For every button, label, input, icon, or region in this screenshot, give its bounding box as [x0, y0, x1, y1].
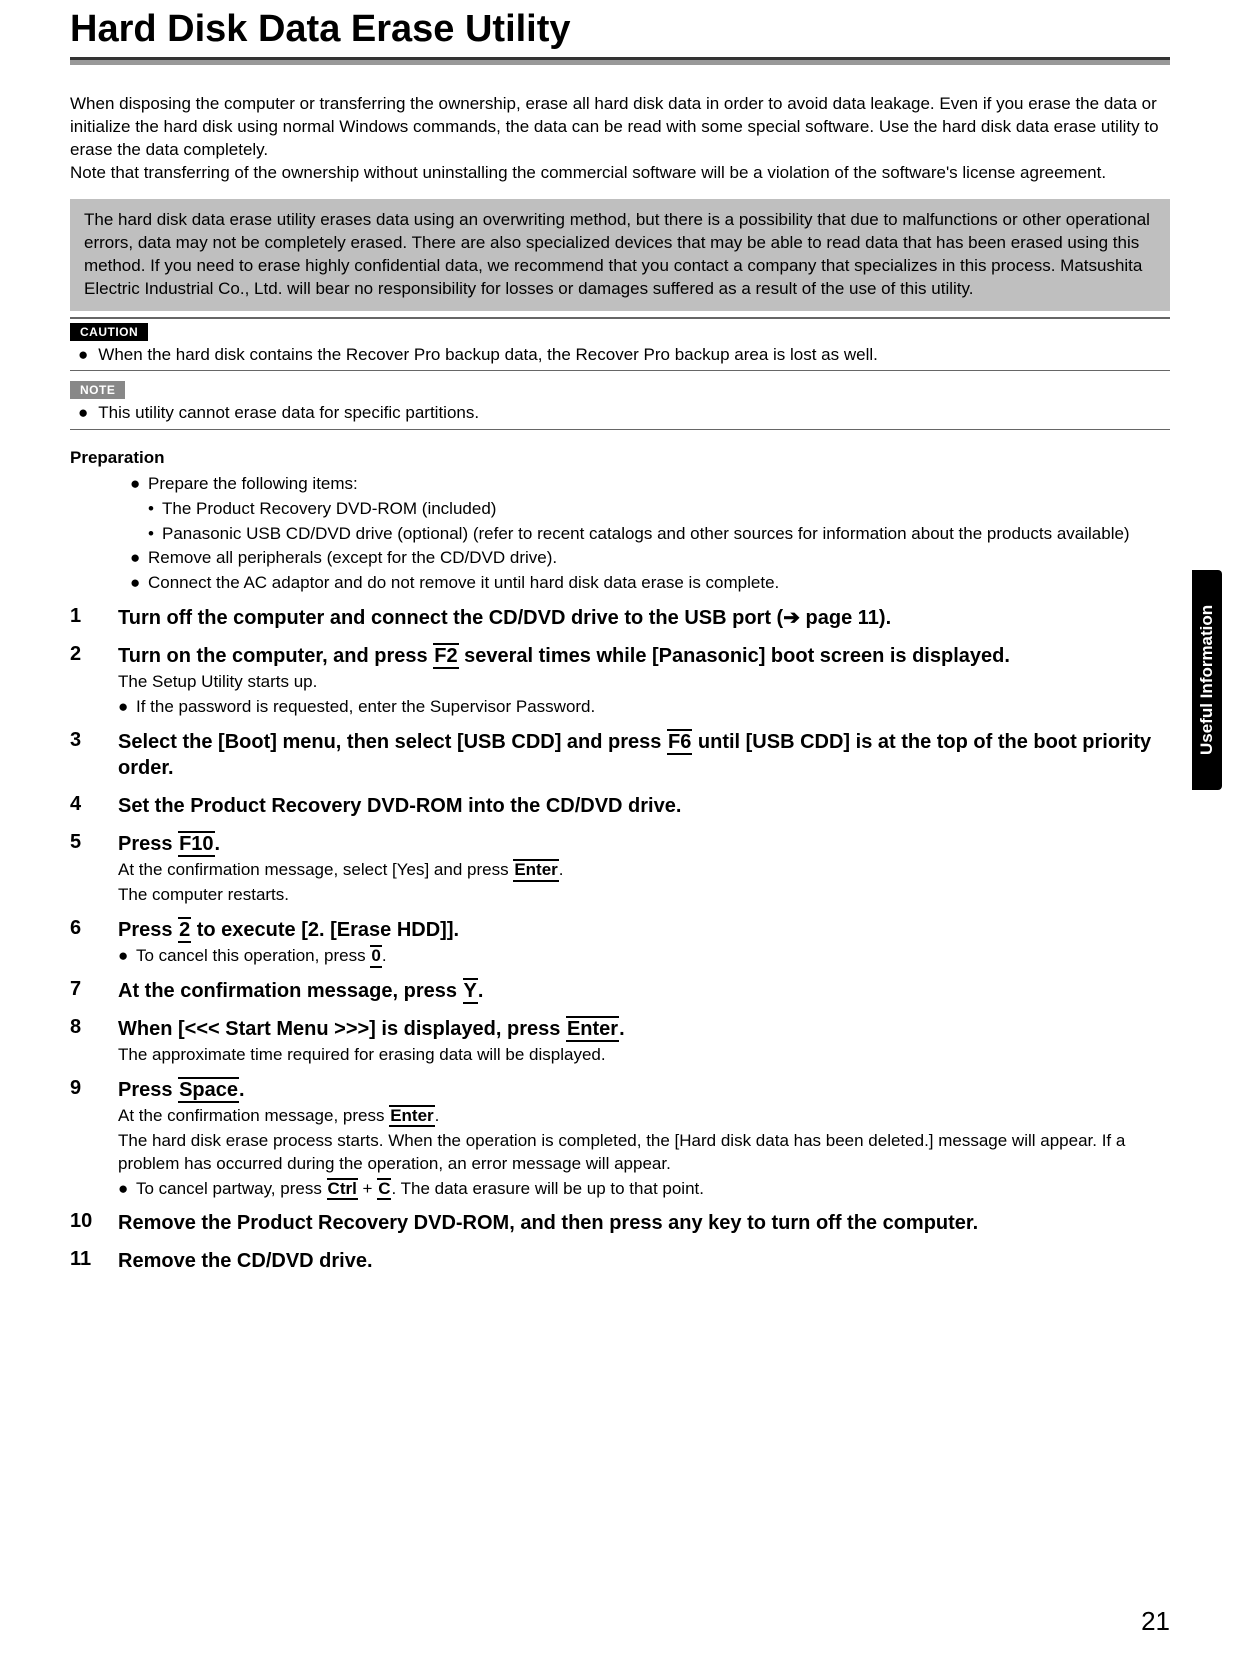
step-number: 7: [70, 978, 118, 1006]
key-y: Y: [463, 978, 478, 1004]
step-subtext: .: [559, 860, 564, 879]
page-number: 21: [1141, 1606, 1170, 1637]
key-f2: F2: [433, 643, 458, 669]
step-text: .: [478, 980, 484, 1002]
step-text: Press: [118, 919, 178, 941]
step-subtext: The hard disk erase process starts. When…: [118, 1130, 1170, 1176]
caution-text: When the hard disk contains the Recover …: [98, 343, 878, 367]
step: 7 At the confirmation message, press Y.: [70, 978, 1170, 1006]
step-subtext: .: [435, 1106, 440, 1125]
step-text: to execute [2. [Erase HDD]].: [191, 919, 459, 941]
step: 11 Remove the CD/DVD drive.: [70, 1248, 1170, 1276]
step-text: Select the [Boot] menu, then select [USB…: [118, 731, 667, 753]
step: 10 Remove the Product Recovery DVD-ROM, …: [70, 1210, 1170, 1238]
step: 4 Set the Product Recovery DVD-ROM into …: [70, 793, 1170, 821]
step-subtext: +: [358, 1179, 377, 1198]
step-text: .: [619, 1018, 625, 1040]
step-text: .: [239, 1079, 245, 1101]
step-number: 9: [70, 1077, 118, 1201]
step-subtext: . The data erasure will be up to that po…: [391, 1179, 704, 1198]
step-text: page 11).: [800, 607, 891, 629]
step: 1 Turn off the computer and connect the …: [70, 605, 1170, 633]
caution-item: ●When the hard disk contains the Recover…: [78, 343, 1170, 367]
step-number: 10: [70, 1210, 118, 1238]
key-f6: F6: [667, 729, 692, 755]
step-subtext: The computer restarts.: [118, 884, 1170, 907]
key-enter: Enter: [513, 859, 558, 882]
step-text: Press: [118, 833, 178, 855]
step-text: Remove the Product Recovery DVD-ROM, and…: [118, 1210, 1170, 1236]
arrow-icon: ➔: [783, 607, 800, 629]
step-text: Set the Product Recovery DVD-ROM into th…: [118, 793, 1170, 819]
prep-item: Connect the AC adaptor and do not remove…: [148, 571, 779, 595]
step-number: 2: [70, 643, 118, 719]
divider: [70, 429, 1170, 430]
step-text: Press: [118, 1079, 178, 1101]
step-text: At the confirmation message, press: [118, 980, 463, 1002]
divider: [70, 317, 1170, 319]
step-number: 4: [70, 793, 118, 821]
step-text: .: [215, 833, 221, 855]
side-tab: Useful Information: [1192, 570, 1222, 790]
step-subtext: If the password is requested, enter the …: [136, 696, 595, 719]
step-number: 5: [70, 831, 118, 907]
step-subtext: .: [382, 946, 387, 965]
step-number: 1: [70, 605, 118, 633]
intro-paragraph: When disposing the computer or transferr…: [70, 93, 1170, 185]
note-text: This utility cannot erase data for speci…: [98, 401, 479, 425]
step: 3 Select the [Boot] menu, then select [U…: [70, 729, 1170, 783]
step-text: Remove the CD/DVD drive.: [118, 1248, 1170, 1274]
preparation-list: ●Prepare the following items: •The Produ…: [130, 472, 1170, 595]
divider: [70, 370, 1170, 371]
step-text: When [<<< Start Menu >>>] is displayed, …: [118, 1018, 566, 1040]
prep-item: Prepare the following items:: [148, 472, 358, 496]
step-number: 8: [70, 1016, 118, 1067]
key-ctrl: Ctrl: [327, 1178, 358, 1201]
note-item: ●This utility cannot erase data for spec…: [78, 401, 1170, 425]
step-text: Turn off the computer and connect the CD…: [118, 607, 783, 629]
step-subtext: The Setup Utility starts up.: [118, 671, 1170, 694]
step-number: 3: [70, 729, 118, 783]
page-title: Hard Disk Data Erase Utility: [70, 8, 1170, 51]
steps-list: 1 Turn off the computer and connect the …: [70, 605, 1170, 1276]
key-f10: F10: [178, 831, 214, 857]
key-0: 0: [370, 945, 381, 968]
preparation-heading: Preparation: [70, 448, 1170, 468]
note-label: NOTE: [70, 381, 125, 399]
step: 2 Turn on the computer, and press F2 sev…: [70, 643, 1170, 719]
step-number: 11: [70, 1248, 118, 1276]
step: 9 Press Space. At the confirmation messa…: [70, 1077, 1170, 1201]
step: 5 Press F10. At the confirmation message…: [70, 831, 1170, 907]
prep-subitem: Panasonic USB CD/DVD drive (optional) (r…: [162, 522, 1130, 546]
key-2: 2: [178, 917, 191, 943]
caution-label: CAUTION: [70, 323, 148, 341]
step-subtext: The approximate time required for erasin…: [118, 1044, 1170, 1067]
prep-subitem: The Product Recovery DVD-ROM (included): [162, 497, 496, 521]
title-underline: [70, 57, 1170, 65]
step-text: Turn on the computer, and press: [118, 645, 433, 667]
prep-item: Remove all peripherals (except for the C…: [148, 546, 557, 570]
key-enter: Enter: [566, 1016, 619, 1042]
key-space: Space: [178, 1077, 239, 1103]
step-subtext: To cancel this operation, press: [136, 946, 370, 965]
step: 6 Press 2 to execute [2. [Erase HDD]]. ●…: [70, 917, 1170, 968]
step-subtext: At the confirmation message, press: [118, 1106, 389, 1125]
key-c: C: [377, 1178, 391, 1201]
step-text: several times while [Panasonic] boot scr…: [459, 645, 1010, 667]
step: 8 When [<<< Start Menu >>>] is displayed…: [70, 1016, 1170, 1067]
step-subtext: At the confirmation message, select [Yes…: [118, 860, 513, 879]
key-enter: Enter: [389, 1105, 434, 1128]
step-number: 6: [70, 917, 118, 968]
warning-box: The hard disk data erase utility erases …: [70, 199, 1170, 311]
step-subtext: To cancel partway, press: [136, 1179, 327, 1198]
